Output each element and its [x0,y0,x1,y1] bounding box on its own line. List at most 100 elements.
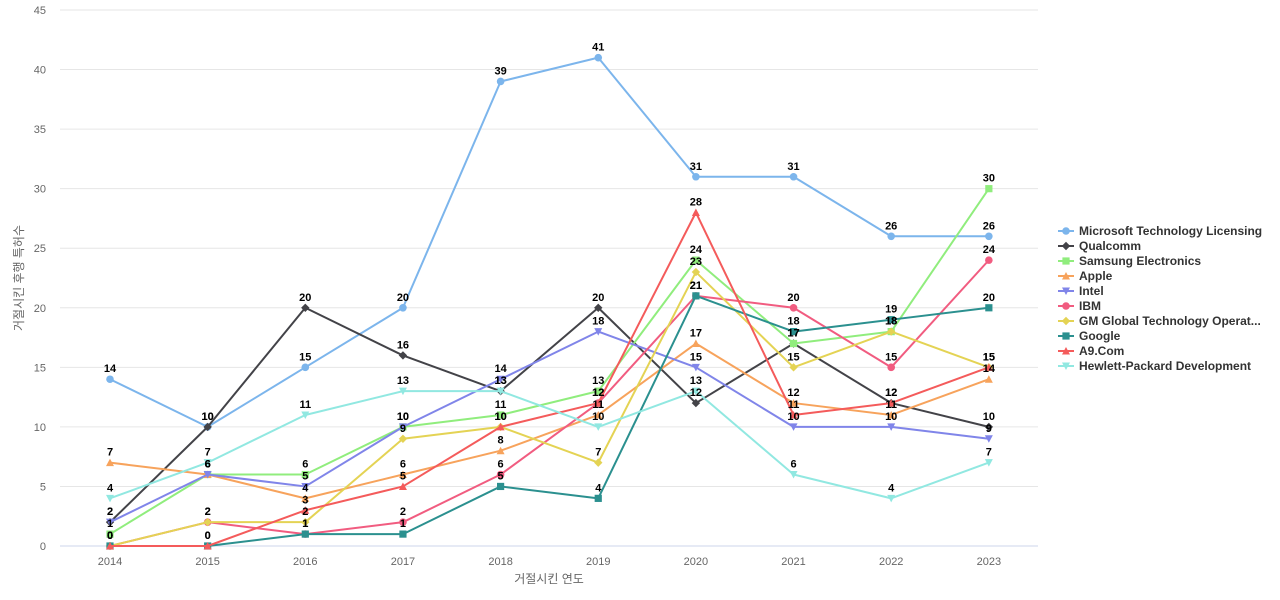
legend-item[interactable]: Qualcomm [1058,239,1141,253]
data-point [301,506,310,514]
data-label: 7 [205,447,211,459]
data-label: 8 [498,435,504,447]
legend-label: Qualcomm [1079,239,1141,253]
data-point [301,482,310,491]
x-tick-label: 2014 [98,556,122,568]
data-point [203,422,212,432]
y-tick-label: 20 [34,303,46,315]
legend-label: GM Global Technology Operat... [1079,314,1261,328]
data-label: 4 [107,482,114,494]
x-tick-label: 2023 [977,556,1001,568]
data-point [887,423,896,431]
legend-item[interactable]: Intel [1058,284,1104,298]
data-label: 11 [299,399,311,411]
data-label: 6 [302,459,308,471]
legend-item[interactable]: Google [1058,329,1121,343]
data-label: 17 [787,328,799,340]
data-point [984,422,994,432]
legend-label: Google [1079,329,1121,343]
data-point [301,494,310,502]
data-point [106,530,114,538]
data-label: 20 [299,292,311,304]
data-label: 5 [302,470,308,482]
legend-item[interactable]: A9.Com [1058,344,1124,358]
y-tick-label: 25 [34,243,46,255]
data-label: 10 [983,411,995,423]
data-point [594,494,602,502]
data-label: 13 [397,375,409,387]
data-point [594,423,603,431]
legend-label: Samsung Electronics [1079,254,1201,268]
data-label: 0 [205,530,211,542]
data-point [398,434,408,443]
data-label: 7 [595,447,601,459]
legend-marker [1061,316,1071,326]
data-point [789,339,798,348]
data-point [594,328,603,336]
data-label: 6 [205,459,211,471]
data-point [399,303,407,312]
data-label: 15 [690,351,702,363]
data-point [594,387,602,395]
data-label: 18 [885,316,897,328]
series-2 [106,185,993,538]
data-label: 11 [788,399,800,411]
data-label: 7 [107,447,113,459]
data-label: 4 [302,482,309,494]
data-label: 10 [397,411,409,423]
data-point [203,517,212,527]
data-label: 11 [885,399,897,411]
data-label: 20 [397,292,409,304]
legend-label: Hewlett-Packard Development [1079,359,1251,373]
x-axis-title: 거절시킨 연도 [514,572,584,586]
data-point [203,542,212,550]
data-label: 20 [787,292,799,304]
data-label: 10 [494,411,506,423]
data-point [985,304,993,312]
legend-item[interactable]: GM Global Technology Operat... [1058,314,1261,328]
data-point [594,53,603,62]
x-tick-label: 2019 [586,556,610,568]
data-point [301,470,309,479]
data-label: 15 [787,351,799,363]
data-point [594,410,603,419]
legend-item[interactable]: Samsung Electronics [1058,254,1201,268]
data-label: 41 [592,42,604,54]
data-point [301,517,310,527]
data-point [692,172,700,181]
data-point [985,256,993,264]
data-point [594,458,603,467]
data-point [789,423,798,431]
legend-item[interactable]: Microsoft Technology Licensing [1058,224,1262,238]
legend-item[interactable]: IBM [1058,299,1101,313]
data-label: 16 [397,339,409,351]
series-line [109,330,989,524]
data-point [106,458,114,467]
data-label: 10 [592,411,604,423]
data-point [789,328,798,336]
data-label: 1 [107,518,113,530]
legend-item[interactable]: Apple [1058,269,1113,283]
data-label: 19 [885,304,897,316]
legend-item[interactable]: Hewlett-Packard Development [1058,359,1251,373]
data-point [594,303,603,312]
data-label: 30 [983,173,995,185]
data-point [789,410,798,419]
data-label: 39 [494,65,506,77]
series-line [110,211,990,547]
data-point [691,208,700,216]
data-point [887,363,895,372]
data-label: 9 [400,423,406,435]
data-label: 31 [690,161,702,173]
data-label: 12 [787,387,799,399]
legend-label: Intel [1079,284,1104,298]
data-point [399,518,407,526]
data-label: 2 [107,506,113,518]
data-label: 15 [299,351,311,363]
legend-marker [1062,332,1070,340]
data-label: 2 [205,506,211,518]
data-label: 17 [690,328,702,340]
